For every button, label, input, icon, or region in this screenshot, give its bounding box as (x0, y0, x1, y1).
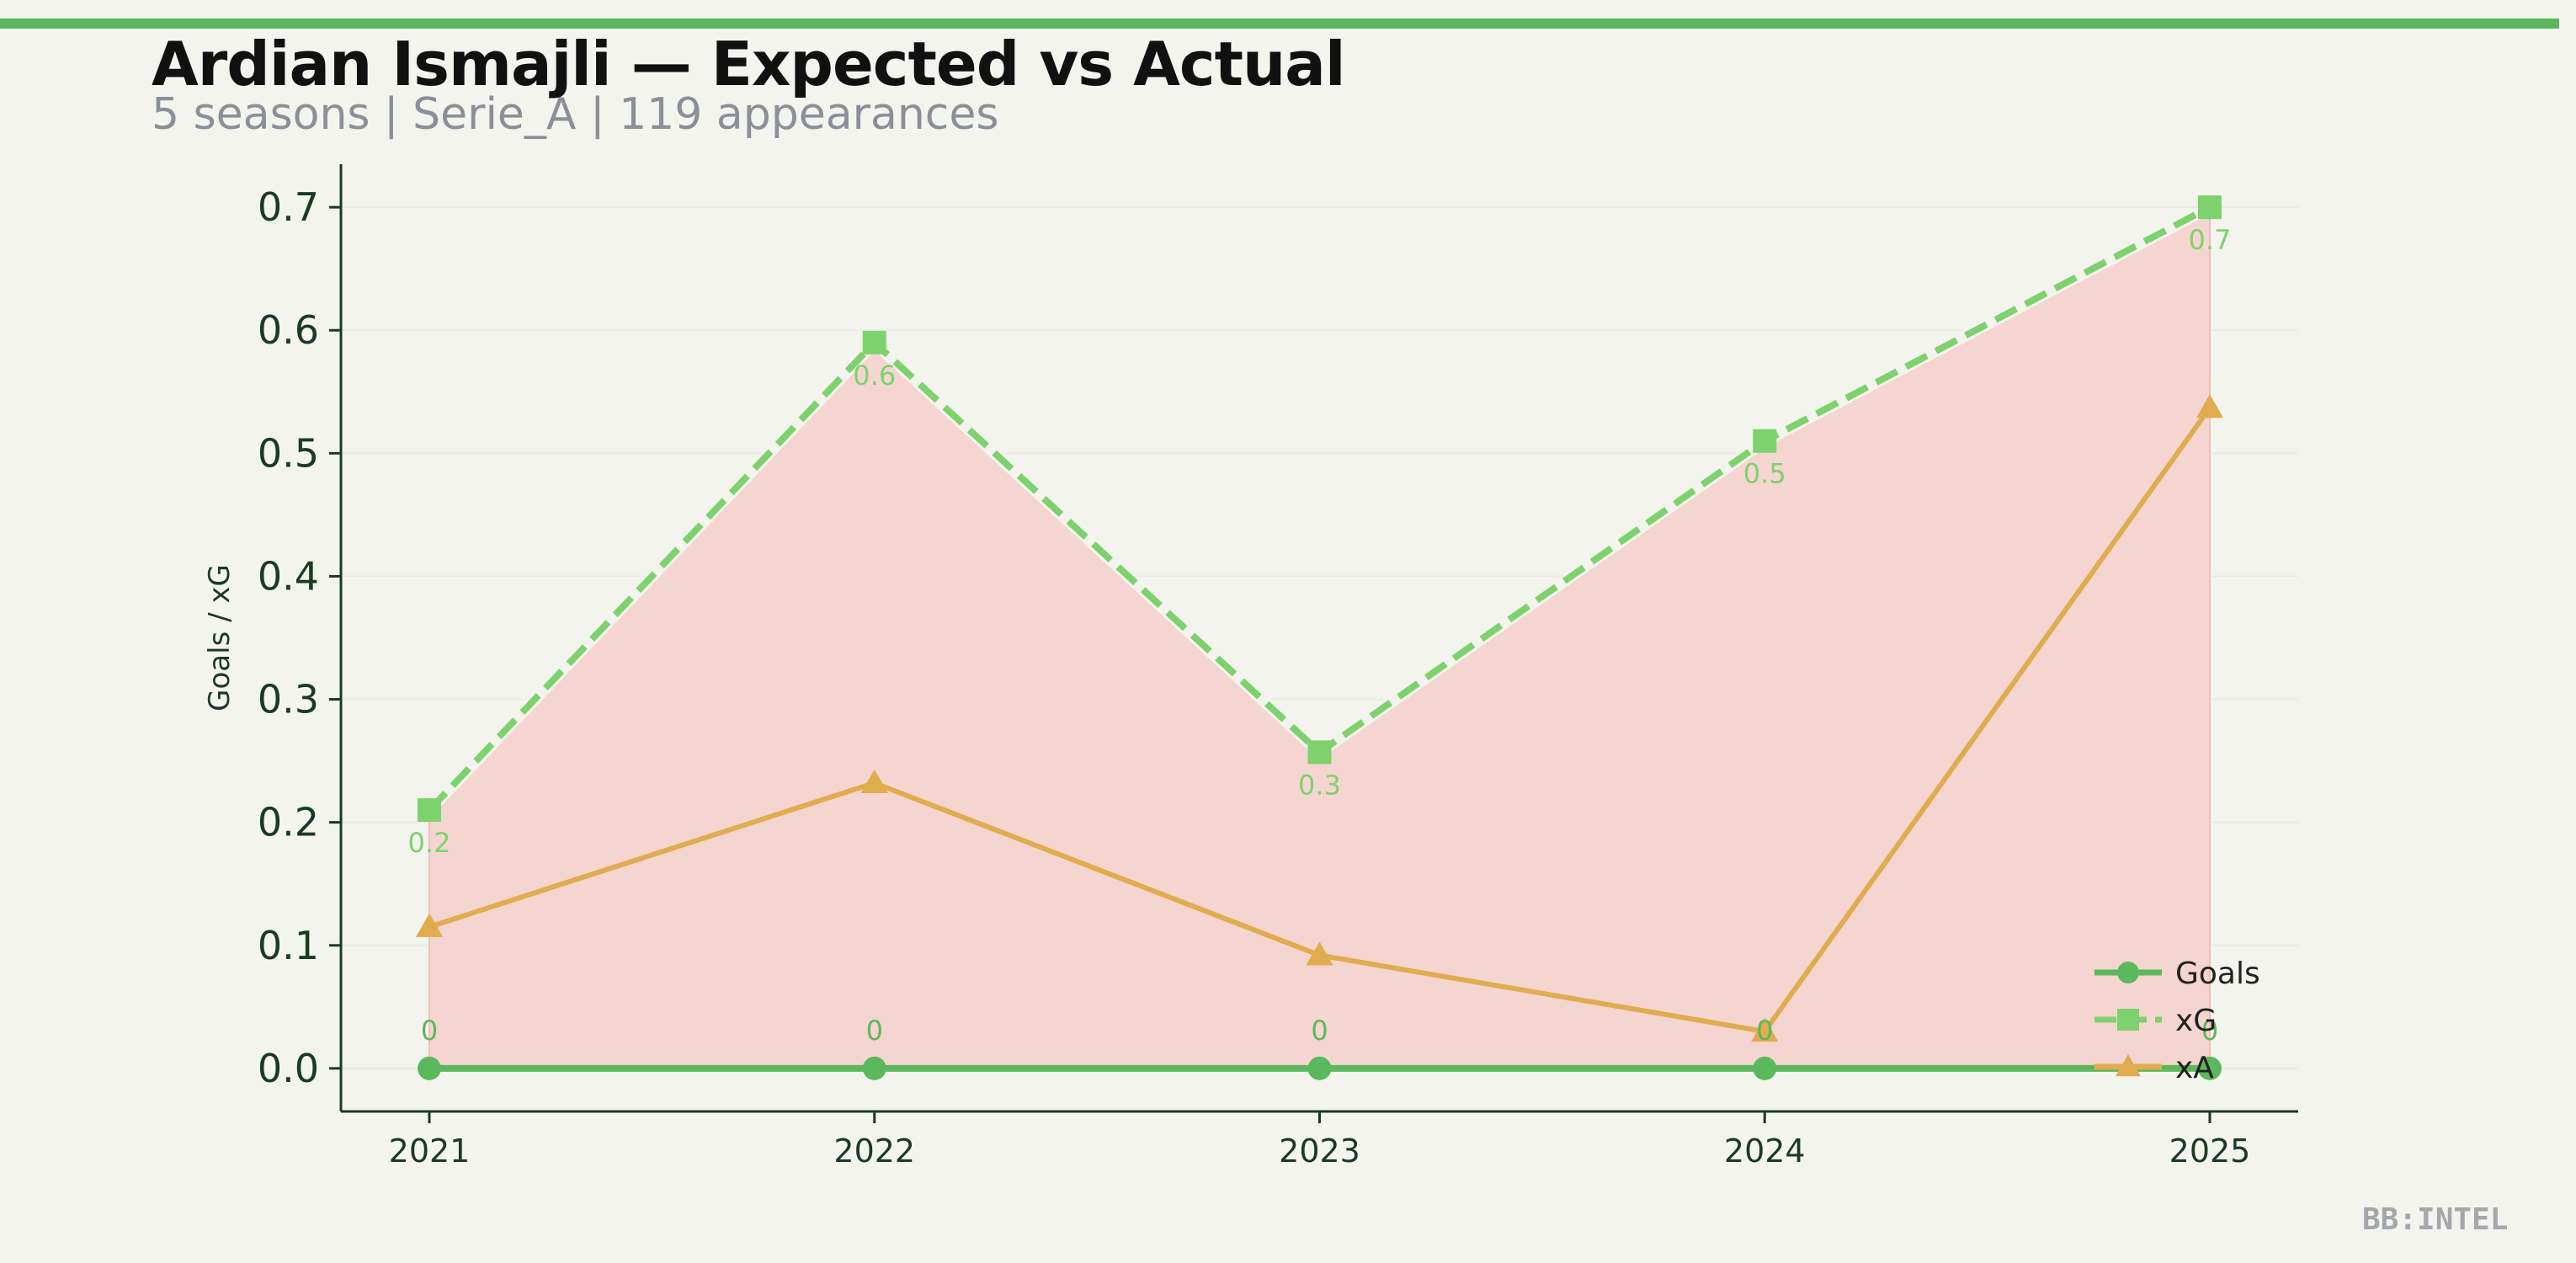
brand-watermark: BB:INTEL (2362, 1202, 2509, 1237)
y-tick-label: 0.1 (258, 923, 319, 968)
legend-marker-xg (2117, 1009, 2139, 1031)
marker-xa (415, 913, 444, 937)
fill-area-xg-vs-goals (428, 205, 2211, 1069)
data-label-xg: 0.3 (1298, 769, 1341, 801)
marker-goals (1307, 1056, 1332, 1080)
data-label-goals: 0 (2201, 1015, 2218, 1047)
marker-xa (1306, 941, 1333, 966)
data-label-xg: 0.5 (1743, 458, 1786, 490)
data-label-goals: 0 (1311, 1015, 1328, 1047)
y-tick-label: 0.0 (258, 1046, 319, 1091)
data-label-goals: 0 (421, 1015, 438, 1047)
marker-xa (2195, 394, 2224, 418)
marker-xg (418, 798, 441, 823)
y-tick-label: 0.6 (258, 307, 319, 353)
y-tick-label: 0.7 (258, 184, 319, 230)
x-tick-label: 2021 (389, 1132, 471, 1170)
data-label-xg: 0.2 (408, 827, 451, 859)
marker-goals (862, 1056, 886, 1080)
legend-marker-goals (2117, 962, 2139, 983)
marker-xg (862, 330, 886, 354)
x-tick-label: 2022 (833, 1132, 915, 1170)
data-label-goals: 0 (1756, 1015, 1773, 1047)
x-tick-label: 2023 (1279, 1132, 1360, 1170)
y-tick-label: 0.5 (258, 430, 319, 476)
data-label-xg: 0.6 (853, 360, 896, 392)
accent-top-bar (0, 19, 2559, 29)
marker-xa (860, 769, 888, 793)
chart-title: Ardian Ismajli — Expected vs Actual (152, 29, 1346, 99)
chart-subtitle: 5 seasons | Serie_A | 119 appearances (152, 89, 999, 140)
marker-goals (1753, 1056, 1777, 1080)
data-label-xg: 0.7 (2189, 224, 2232, 256)
x-tick-label: 2025 (2169, 1132, 2251, 1170)
legend-marker-xa (2116, 1054, 2141, 1077)
y-axis-label: Goals / xG (203, 564, 237, 711)
y-tick-label: 0.2 (258, 800, 319, 845)
marker-xa (1751, 1017, 1779, 1042)
data-label-goals: 0 (866, 1015, 883, 1047)
x-tick-label: 2024 (1724, 1132, 1806, 1170)
legend-label-xa: xA (2175, 1051, 2214, 1085)
y-tick-label: 0.4 (258, 553, 319, 599)
marker-goals (418, 1056, 441, 1080)
marker-xg (1307, 740, 1332, 765)
marker-goals (2198, 1056, 2222, 1080)
marker-xg (1753, 429, 1777, 453)
legend-label-xg: xG (2175, 1004, 2217, 1038)
marker-xg (2198, 195, 2222, 220)
y-tick-label: 0.3 (258, 677, 319, 722)
legend-label-goals: Goals (2175, 957, 2260, 991)
